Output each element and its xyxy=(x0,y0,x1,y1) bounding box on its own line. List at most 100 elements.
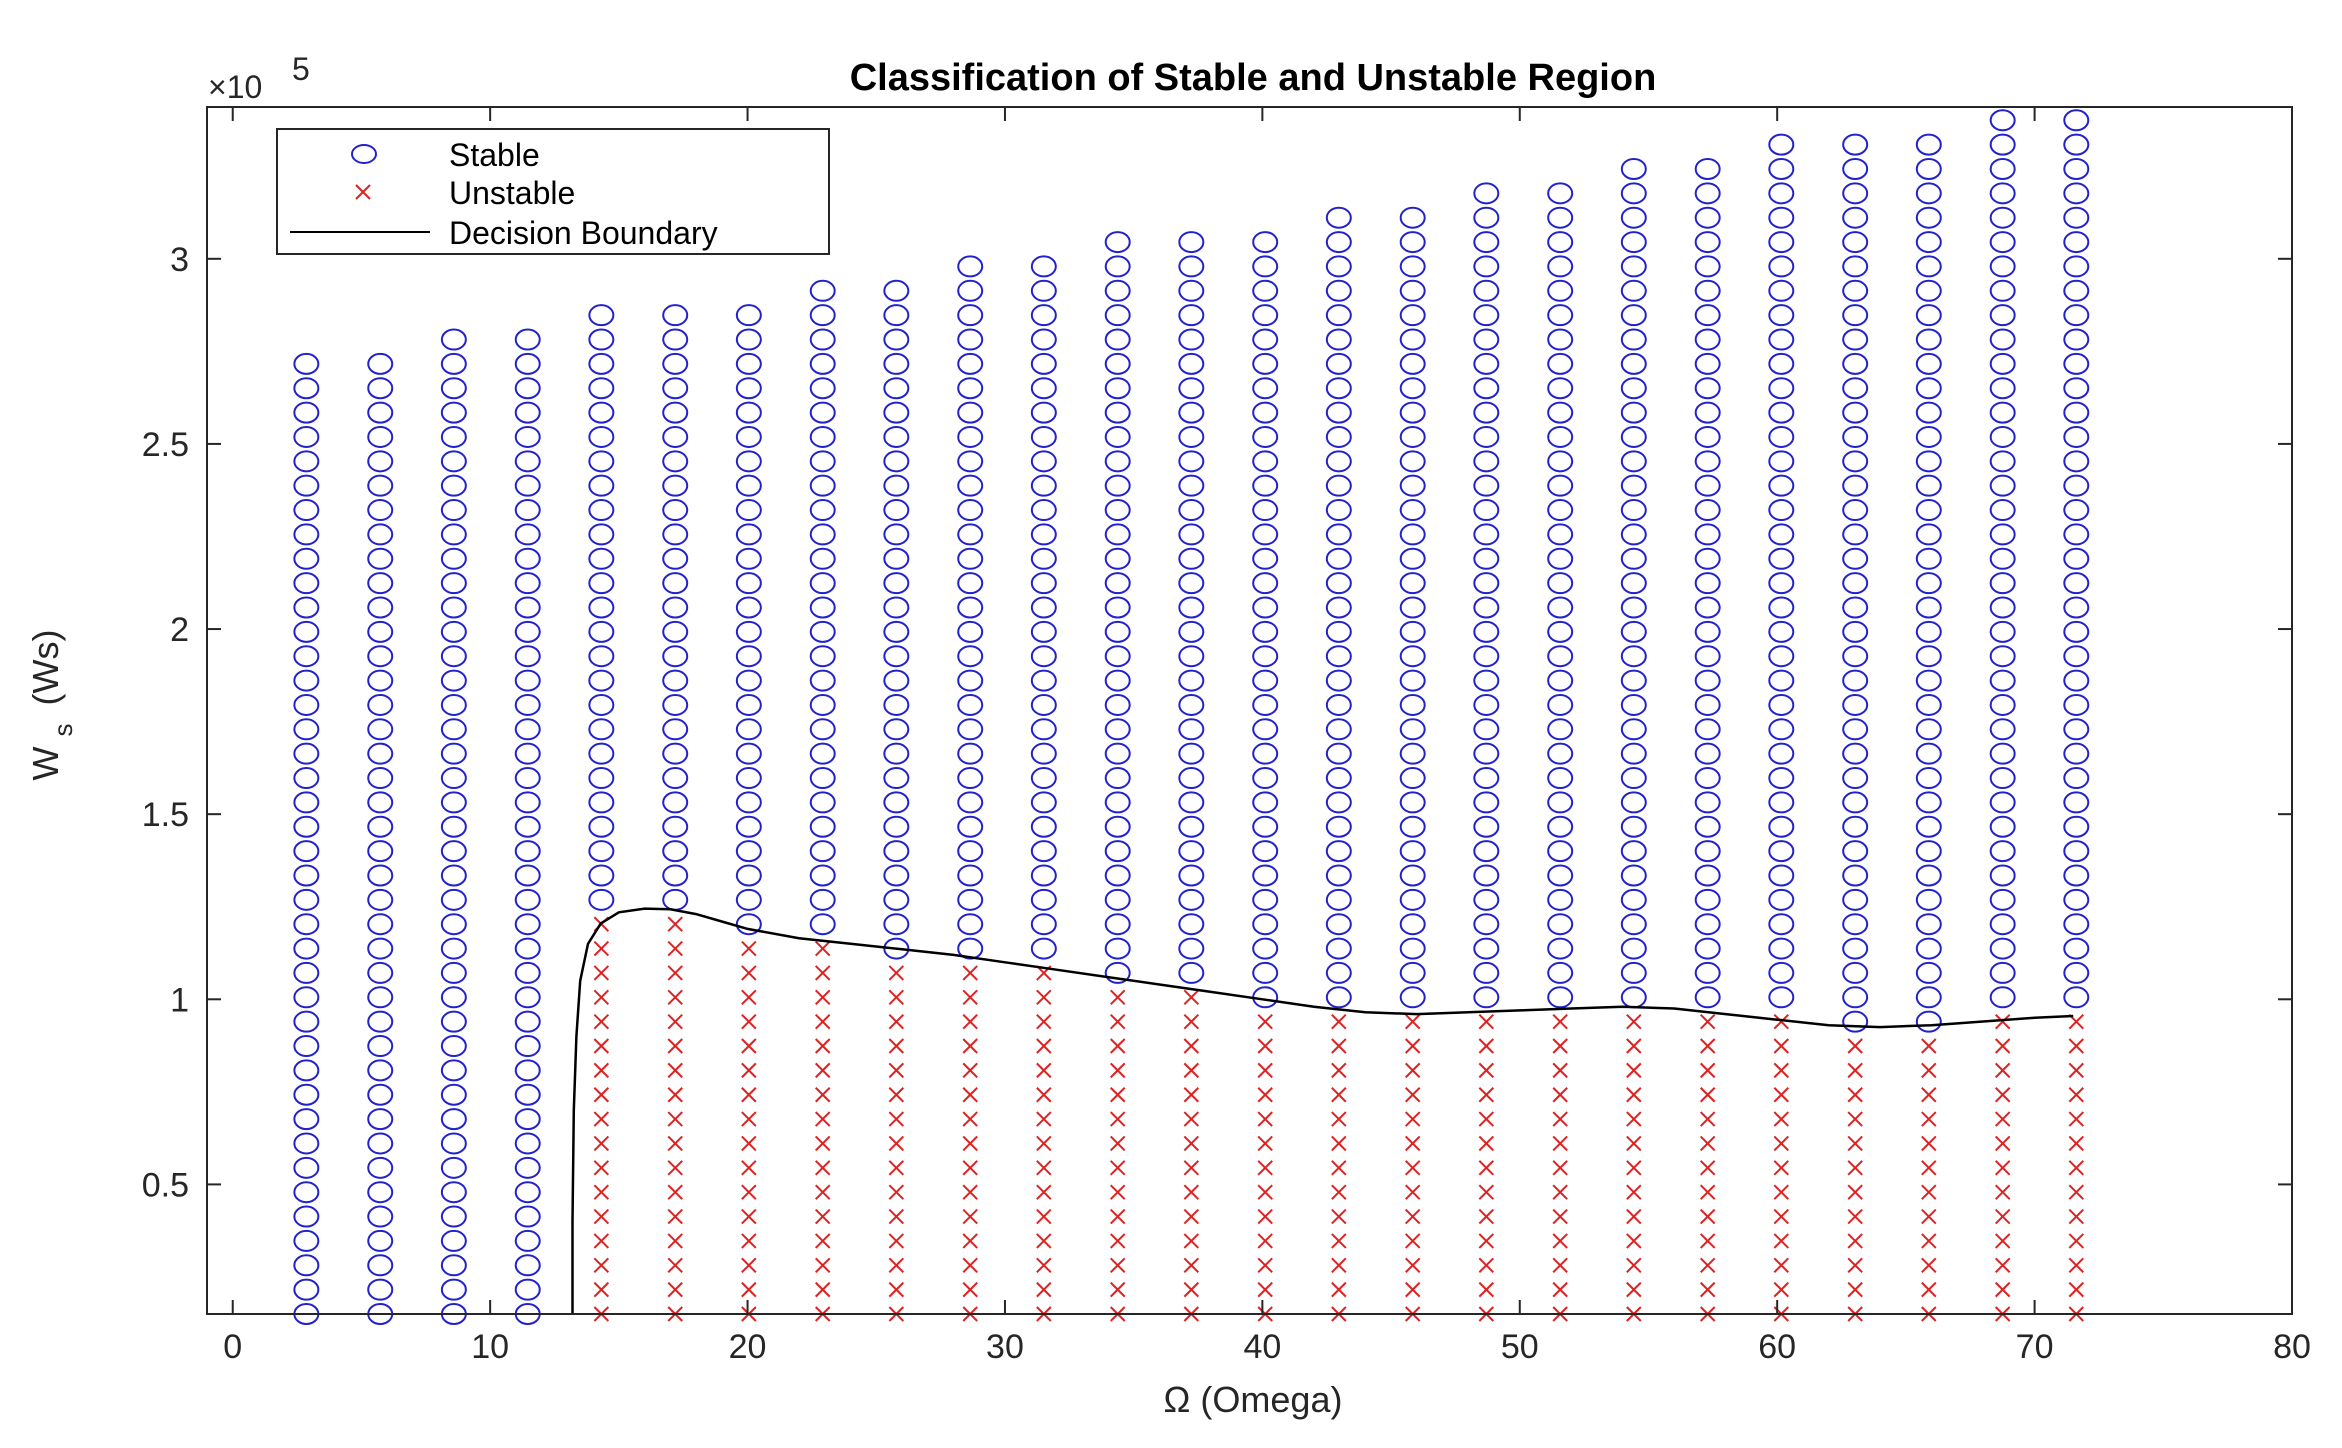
unstable-point-stroke xyxy=(1552,1013,1568,1030)
unstable-point-stroke xyxy=(593,1233,610,1249)
stable-point xyxy=(1325,377,1352,400)
stable-point xyxy=(293,596,320,619)
unstable-point xyxy=(1331,1184,1347,1200)
stable-point xyxy=(735,888,762,911)
stable-point xyxy=(2063,450,2090,473)
unstable-point-stroke xyxy=(1036,1281,1052,1298)
unstable-point-stroke xyxy=(1331,1160,1347,1176)
stable-point xyxy=(1473,840,1500,863)
unstable-point-stroke xyxy=(1478,1160,1495,1176)
unstable-point xyxy=(1921,1233,1937,1249)
stable-point xyxy=(1178,255,1205,278)
stable-point xyxy=(1768,547,1795,570)
stable-point xyxy=(1104,255,1131,278)
stable-point xyxy=(1252,352,1279,375)
unstable-point xyxy=(593,1087,610,1103)
stable-point xyxy=(1768,645,1795,668)
stable-point xyxy=(1399,474,1426,497)
unstable-point xyxy=(815,940,831,957)
stable-point xyxy=(367,767,394,790)
unstable-point xyxy=(1699,1013,1716,1030)
unstable-point-stroke xyxy=(1552,1160,1568,1176)
stable-point xyxy=(1915,620,1942,643)
stable-point xyxy=(1842,864,1869,887)
stable-point xyxy=(1620,377,1647,400)
stable-point xyxy=(735,718,762,741)
unstable-point xyxy=(815,989,831,1005)
stable-point xyxy=(514,718,541,741)
stable-point xyxy=(1547,352,1574,375)
unstable-point xyxy=(667,1111,683,1127)
unstable-point-stroke xyxy=(815,1281,831,1298)
stable-point xyxy=(1547,572,1574,595)
unstable-point xyxy=(1552,1062,1568,1079)
stable-point xyxy=(1768,815,1795,838)
unstable-point-stroke xyxy=(1847,1160,1863,1176)
unstable-point-stroke xyxy=(962,1281,978,1298)
unstable-point-stroke xyxy=(2068,1062,2084,1079)
unstable-point xyxy=(593,1281,610,1298)
stable-point xyxy=(1104,864,1131,887)
stable-point xyxy=(588,377,615,400)
stable-point xyxy=(1104,401,1131,424)
stable-point xyxy=(1620,572,1647,595)
unstable-point xyxy=(741,989,757,1005)
stable-point xyxy=(1989,474,2016,497)
unstable-point xyxy=(667,1062,683,1079)
stable-point xyxy=(440,450,467,473)
stable-point xyxy=(1768,718,1795,741)
stable-point xyxy=(2063,937,2090,960)
stable-point xyxy=(1620,328,1647,351)
stable-point xyxy=(514,499,541,522)
stable-point xyxy=(1030,474,1057,497)
unstable-point-stroke xyxy=(1183,1135,1200,1152)
stable-point xyxy=(883,401,910,424)
stable-point xyxy=(957,377,984,400)
stable-point xyxy=(1989,986,2016,1009)
y-tick-label: 0.5 xyxy=(142,1166,189,1204)
unstable-point-stroke xyxy=(962,1087,978,1103)
stable-point xyxy=(1842,231,1869,254)
unstable-point-stroke xyxy=(593,1208,610,1225)
legend: Stable Unstable Decision Boundary xyxy=(276,128,830,255)
stable-point xyxy=(1694,182,1721,205)
unstable-point-stroke xyxy=(962,1038,978,1054)
unstable-point xyxy=(888,1062,905,1079)
stable-point xyxy=(1915,961,1942,984)
stable-point xyxy=(662,693,689,716)
unstable-point-stroke xyxy=(1847,1087,1863,1103)
unstable-point-stroke xyxy=(962,1013,978,1030)
stable-point xyxy=(293,840,320,863)
unstable-point xyxy=(1478,1111,1495,1127)
stable-point xyxy=(1325,961,1352,984)
stable-point xyxy=(957,328,984,351)
stable-point xyxy=(1252,791,1279,814)
stable-point xyxy=(1325,304,1352,327)
stable-point xyxy=(809,328,836,351)
stable-point xyxy=(1768,206,1795,229)
unstable-point xyxy=(1921,1160,1937,1176)
stable-point xyxy=(514,937,541,960)
unstable-point xyxy=(741,1257,757,1273)
stable-point xyxy=(1252,693,1279,716)
stable-point xyxy=(809,815,836,838)
stable-point xyxy=(1473,182,1500,205)
stable-point xyxy=(883,377,910,400)
unstable-point xyxy=(1921,1281,1937,1298)
stable-point xyxy=(1694,328,1721,351)
unstable-point xyxy=(1773,1062,1790,1079)
stable-point xyxy=(293,913,320,936)
stable-point xyxy=(2063,499,2090,522)
stable-point xyxy=(440,401,467,424)
unstable-point xyxy=(1478,1160,1495,1176)
stable-point xyxy=(293,474,320,497)
unstable-point xyxy=(815,1233,831,1249)
stable-point xyxy=(1842,401,1869,424)
stable-point xyxy=(440,1010,467,1033)
stable-point xyxy=(735,620,762,643)
unstable-point xyxy=(1994,1111,2011,1127)
stable-point xyxy=(588,572,615,595)
unstable-point-stroke xyxy=(888,1233,905,1249)
stable-point xyxy=(514,961,541,984)
